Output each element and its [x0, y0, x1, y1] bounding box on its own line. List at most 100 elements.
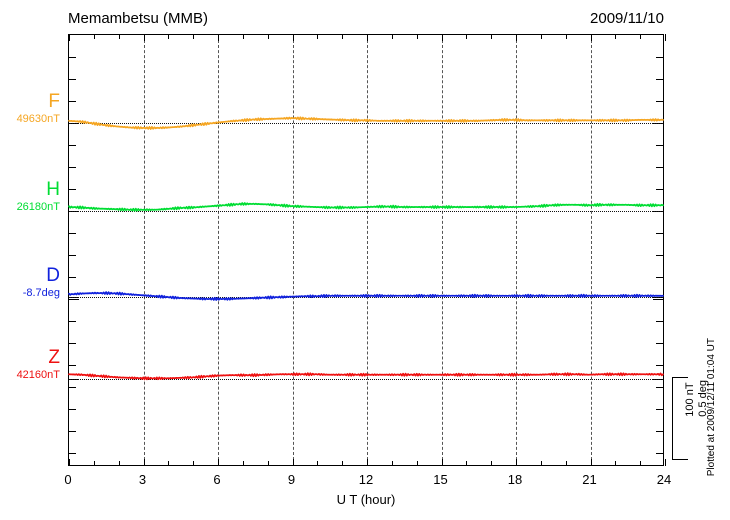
x-axis-tick: [416, 34, 418, 39]
x-axis-tick: [242, 461, 244, 466]
x-axis-tick: [516, 34, 517, 41]
x-axis-tick: [615, 461, 617, 466]
y-axis-tick: [68, 387, 76, 388]
y-axis-tick: [656, 57, 664, 58]
y-axis-tick: [656, 101, 664, 102]
y-axis-tick: [68, 365, 76, 366]
series-label-z: Z 42160nT: [4, 348, 60, 382]
x-axis-tick: [540, 34, 542, 39]
x-axis-tick: [665, 459, 666, 466]
x-axis-tick: [267, 34, 269, 39]
scale-bar: [672, 377, 688, 460]
x-axis-tick: [441, 34, 443, 41]
trace-z: [68, 372, 664, 381]
x-axis-tick: [143, 459, 145, 466]
page-title: Memambetsu (MMB): [68, 10, 209, 27]
y-axis-tick: [68, 189, 76, 190]
x-axis-tick-label: 9: [287, 472, 296, 487]
x-axis-tick-label: 24: [656, 472, 672, 487]
x-axis-tick-label: 18: [507, 472, 523, 487]
x-axis-tick: [615, 34, 617, 39]
x-axis-tick: [242, 34, 244, 39]
y-axis-tick: [656, 431, 664, 432]
y-axis-tick: [68, 101, 76, 102]
y-axis-tick: [656, 145, 664, 146]
y-axis-tick: [656, 79, 664, 80]
x-axis-tick: [367, 34, 368, 41]
x-axis-tick: [118, 461, 120, 466]
trace-f: [68, 116, 664, 130]
x-axis-tick: [640, 461, 642, 466]
y-axis-tick: [656, 233, 664, 234]
x-axis-tick: [590, 34, 592, 41]
x-axis-tick-label: 0: [64, 472, 72, 487]
scale-bar-cap-bottom: [672, 459, 688, 460]
y-axis-tick: [656, 343, 664, 344]
x-axis-tick: [416, 461, 418, 466]
x-axis-tick: [565, 461, 567, 466]
y-axis-tick: [653, 299, 664, 300]
x-axis-tick-label: 6: [213, 472, 221, 487]
scale-bar-line: [672, 377, 673, 460]
x-axis-tick: [168, 461, 170, 466]
grid-line: [218, 35, 219, 465]
x-axis-tick: [168, 34, 170, 39]
baseline-f: [69, 123, 663, 124]
y-axis-tick: [68, 79, 76, 80]
plotted-at-stamp: Plotted at 2009/12/11 01:04 UT: [706, 338, 717, 477]
y-axis-tick: [68, 57, 76, 58]
baseline-d: [69, 297, 663, 298]
grid-line: [590, 35, 592, 465]
x-axis-tick: [342, 34, 344, 39]
x-axis-tick: [466, 461, 468, 466]
grid-line: [143, 35, 145, 465]
x-axis-tick: [590, 459, 592, 466]
x-axis-tick: [491, 34, 493, 39]
trace-layer: [68, 116, 664, 381]
x-axis-tick: [540, 461, 542, 466]
x-axis-tick: [466, 34, 468, 39]
x-axis-tick: [69, 34, 70, 41]
y-axis-tick: [656, 167, 664, 168]
scale-bar-label-nt: 100 nT: [684, 382, 696, 417]
grid-line: [516, 35, 517, 465]
x-axis-tick: [640, 34, 642, 39]
y-axis-tick: [68, 321, 76, 322]
trace-h: [68, 202, 664, 212]
x-axis-tick: [391, 461, 393, 466]
series-letter-h: H: [46, 179, 60, 200]
x-axis-tick: [93, 461, 95, 466]
y-axis-tick: [656, 365, 664, 366]
x-axis-tick: [441, 459, 443, 466]
y-axis-tick: [68, 167, 76, 168]
x-axis-tick: [317, 461, 319, 466]
trace-d: [68, 291, 664, 301]
x-axis-tick: [565, 34, 567, 39]
x-axis-tick: [193, 34, 195, 39]
x-axis-title: U T (hour): [336, 492, 396, 507]
y-axis-tick: [68, 409, 76, 410]
y-axis-tick: [68, 255, 76, 256]
series-baseline-value-f: 49630nT: [16, 113, 60, 125]
x-axis-tick: [218, 459, 219, 466]
x-axis-tick: [267, 461, 269, 466]
y-axis-tick: [68, 453, 76, 454]
x-axis-tick-label: 15: [433, 472, 448, 487]
series-baseline-value-h: 26180nT: [16, 201, 60, 213]
x-axis-tick: [193, 461, 195, 466]
y-axis-tick: [68, 145, 76, 146]
x-axis-tick-label: 21: [582, 472, 597, 487]
series-label-f: F 49630nT: [4, 92, 60, 126]
y-axis-tick: [656, 189, 664, 190]
y-axis-tick: [68, 431, 76, 432]
baseline-z: [69, 379, 663, 380]
series-letter-f: F: [48, 91, 60, 112]
series-letter-d: D: [46, 265, 60, 286]
baseline-h: [69, 211, 663, 212]
series-label-d: D -8.7deg: [4, 266, 60, 300]
y-axis-tick: [656, 255, 664, 256]
series-baseline-value-z: 42160nT: [16, 369, 60, 381]
x-axis-tick: [93, 34, 95, 39]
grid-line: [367, 35, 368, 465]
